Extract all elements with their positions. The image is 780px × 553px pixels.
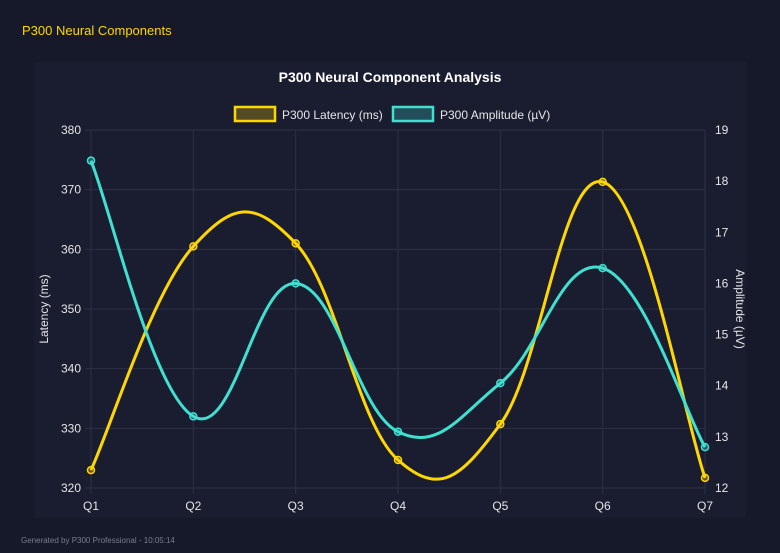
y-tick-label: 360 <box>61 242 81 256</box>
y2-tick-label: 13 <box>715 430 729 444</box>
data-point <box>700 442 710 452</box>
data-point <box>700 473 710 483</box>
data-point <box>496 419 505 429</box>
y2-axis-label: Amplitude (µV) <box>733 269 747 349</box>
page-header-title: P300 Neural Components <box>22 23 172 38</box>
data-point <box>496 378 505 388</box>
y-tick-label: 320 <box>61 481 81 495</box>
x-tick-label: Q2 <box>185 499 201 513</box>
series-line-latency <box>89 180 707 481</box>
data-point <box>291 279 300 288</box>
x-tick-label: Q7 <box>697 499 713 513</box>
data-point <box>598 263 607 273</box>
legend-swatch <box>233 105 277 123</box>
data-point <box>393 455 403 465</box>
data-point <box>189 242 198 251</box>
y2-tick-label: 15 <box>715 328 729 342</box>
y2-tick-label: 17 <box>715 225 729 239</box>
x-tick-label: Q6 <box>595 499 611 513</box>
data-point <box>291 239 300 248</box>
y-tick-label: 340 <box>61 362 81 376</box>
data-point <box>393 427 403 436</box>
y2-tick-label: 12 <box>715 481 729 495</box>
footer-text: Generated by P300 Professional - 10:05:1… <box>21 536 175 545</box>
y2-tick-label: 19 <box>715 123 729 137</box>
x-tick-label: Q1 <box>83 499 99 513</box>
x-tick-label: Q3 <box>288 499 304 513</box>
x-tick-label: Q5 <box>492 499 508 513</box>
legend-swatch <box>391 105 435 123</box>
y2-tick-label: 16 <box>715 276 729 290</box>
data-point <box>86 465 96 475</box>
y2-tick-label: 18 <box>715 174 729 188</box>
series-line-amplitude <box>89 160 707 448</box>
data-point <box>189 412 198 421</box>
y-tick-label: 380 <box>61 123 81 137</box>
y-tick-label: 330 <box>61 421 81 435</box>
y2-tick-label: 14 <box>715 379 729 393</box>
legend-label: P300 Amplitude (µV) <box>440 108 550 122</box>
y-tick-label: 350 <box>61 302 81 316</box>
chart-title: P300 Neural Component Analysis <box>279 69 502 85</box>
legend-label: P300 Latency (ms) <box>282 108 383 122</box>
data-point <box>86 156 96 165</box>
data-point <box>598 177 607 187</box>
y-tick-label: 370 <box>61 183 81 197</box>
y-axis-label: Latency (ms) <box>37 274 51 343</box>
x-tick-label: Q4 <box>390 499 406 513</box>
